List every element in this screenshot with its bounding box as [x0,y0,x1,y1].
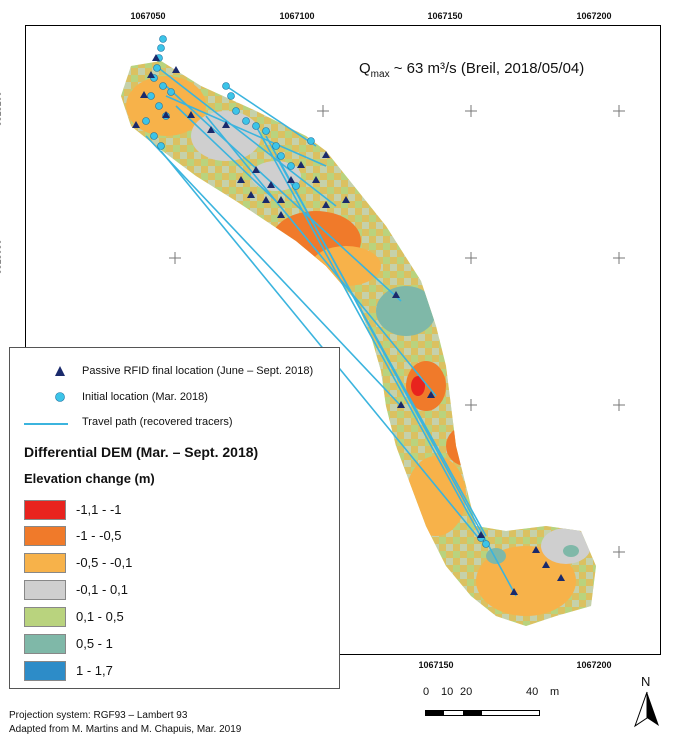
swatch-class-4 [24,580,66,600]
scale-label: 10 [441,686,454,698]
scale-label: 40 [526,686,539,698]
scale-label: 0 [423,686,430,698]
line-icon [24,423,68,425]
scale-unit: m [550,686,560,698]
class-label: 0,5 - 1 [76,636,113,651]
x-tick-label: 1067150 [427,11,463,21]
swatch-class-7 [24,661,66,681]
north-arrow-icon [634,691,659,728]
annotation-prefix: Q [359,60,371,77]
scale-label: 20 [460,686,473,698]
class-label: 0,1 - 0,5 [76,609,124,624]
x-tick-label-bottom: 1067200 [576,660,612,670]
class-label: -1,1 - -1 [76,502,122,517]
travel-paths [145,65,517,597]
triangle-icon [55,366,65,376]
elevation-title: Elevation change (m) [24,471,155,486]
y-tick-label: 6318100 [0,91,3,127]
swatch-class-2 [24,526,66,546]
source-credit: Adapted from M. Martins and M. Chapuis, … [9,724,242,735]
x-tick-label: 1067200 [576,11,612,21]
legend-label-final: Passive RFID final location (June – Sept… [82,365,314,377]
circle-icon [55,392,65,402]
class-label: 1 - 1,7 [76,663,113,678]
dem-title: Differential DEM (Mar. – Sept. 2018) [24,444,259,460]
swatch-class-3 [24,553,66,573]
north-label: N [641,674,651,689]
final-locations [132,54,565,595]
x-tick-label-bottom: 1067150 [418,660,454,670]
discharge-annotation: Qmax ~ 63 m³/s (Breil, 2018/05/04) [359,60,584,80]
legend-label-initial: Initial location (Mar. 2018) [82,391,208,403]
x-tick-label: 1067100 [279,11,315,21]
annotation-sub: max [370,69,390,80]
class-label: -0,5 - -0,1 [76,555,133,570]
class-label: -0,1 - 0,1 [76,582,129,597]
legend-label-path: Travel path (recovered tracers) [82,416,233,428]
class-label: -1 - -0,5 [76,528,122,543]
swatch-class-1 [24,500,66,520]
annotation-text: ~ 63 m³/s (Breil, 2018/05/04) [389,60,585,77]
map-legend: Passive RFID final location (June – Sept… [9,347,340,689]
y-tick-label: 6318050 [0,239,3,275]
scale-bar: 0 10 20 40 m [420,686,570,726]
scale-bar-graphic [425,710,540,716]
projection-credit: Projection system: RGF93 – Lambert 93 [9,710,188,721]
x-tick-label: 1067050 [130,11,166,21]
swatch-class-6 [24,634,66,654]
swatch-class-5 [24,607,66,627]
